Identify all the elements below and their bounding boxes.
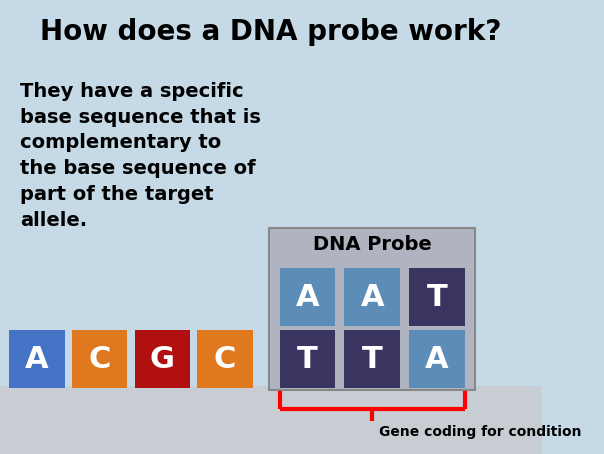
Text: A: A (296, 282, 320, 311)
Text: T: T (362, 345, 382, 374)
Text: DNA Probe: DNA Probe (313, 235, 432, 253)
Text: T: T (426, 282, 447, 311)
Bar (344, 330, 400, 388)
Text: How does a DNA probe work?: How does a DNA probe work? (40, 18, 501, 46)
Text: T: T (297, 345, 318, 374)
Text: A: A (361, 282, 384, 311)
Bar (9, 330, 65, 388)
Bar (198, 330, 253, 388)
Bar (269, 228, 475, 390)
Bar (135, 330, 190, 388)
Bar (344, 268, 400, 326)
Text: Gene coding for condition: Gene coding for condition (379, 425, 582, 439)
Text: They have a specific
base sequence that is
complementary to
the base sequence of: They have a specific base sequence that … (20, 82, 260, 230)
Bar (280, 330, 335, 388)
Bar (0, 386, 542, 454)
Bar (72, 330, 127, 388)
Text: A: A (25, 345, 48, 374)
Bar (409, 268, 464, 326)
Bar (409, 330, 464, 388)
Text: C: C (214, 345, 236, 374)
Bar (280, 268, 335, 326)
Text: C: C (88, 345, 111, 374)
Text: G: G (150, 345, 175, 374)
Text: A: A (425, 345, 449, 374)
